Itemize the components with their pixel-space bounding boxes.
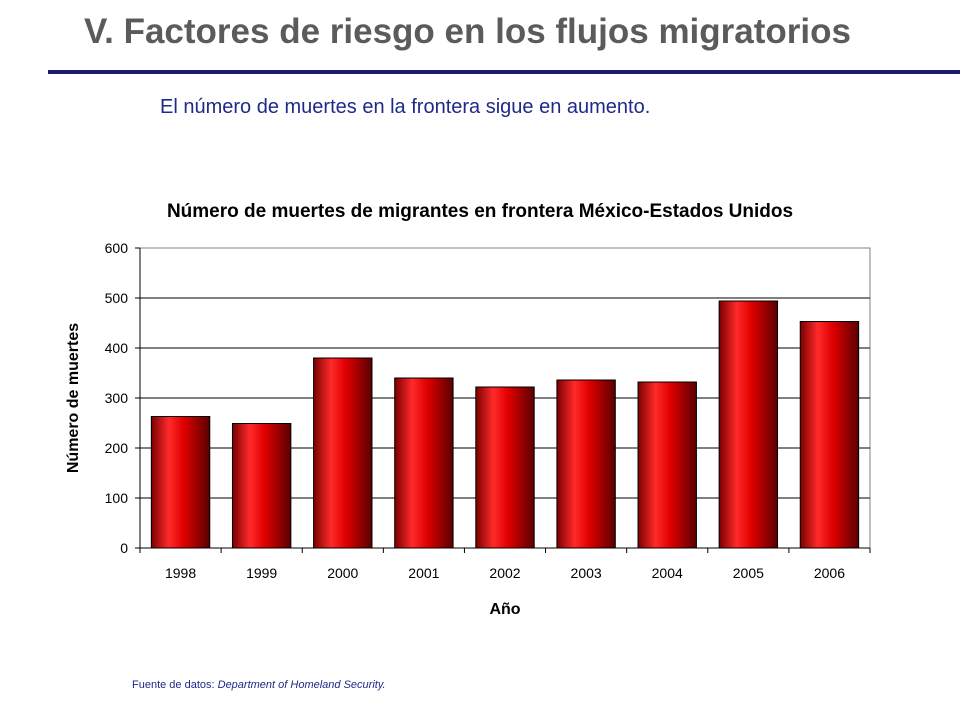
bar-2005 bbox=[718, 300, 779, 549]
bar-1999 bbox=[231, 423, 292, 549]
y-axis-label: Número de muertes bbox=[65, 323, 82, 473]
x-tick-label: 2001 bbox=[408, 565, 439, 581]
y-tick-label: 200 bbox=[105, 440, 129, 456]
title-divider bbox=[48, 70, 960, 74]
x-tick-label: 2005 bbox=[733, 565, 764, 581]
bar-2004 bbox=[637, 381, 697, 549]
slide-title: V. Factores de riesgo en los flujos migr… bbox=[84, 12, 851, 51]
bar-2000 bbox=[313, 357, 373, 549]
source-prefix: Fuente de datos: bbox=[132, 679, 218, 691]
y-tick-label: 300 bbox=[105, 390, 129, 406]
y-tick-label: 400 bbox=[105, 340, 129, 356]
y-tick-label: 100 bbox=[105, 490, 129, 506]
x-tick-label: 1999 bbox=[246, 565, 277, 581]
bar-2001 bbox=[394, 377, 454, 549]
slide-subtitle: El número de muertes en la frontera sigu… bbox=[160, 96, 651, 118]
x-tick-labels: 1998 1999 2000 2001 2002 2003 2004 2005 2006 bbox=[139, 548, 871, 581]
bars bbox=[150, 300, 860, 549]
bar-2006 bbox=[799, 321, 860, 549]
bar-1998 bbox=[150, 416, 211, 549]
y-tick-label: 0 bbox=[120, 540, 128, 556]
y-tick-label: 600 bbox=[105, 240, 129, 256]
x-tick-label: 2002 bbox=[489, 565, 520, 581]
bar-2003 bbox=[556, 379, 616, 549]
x-tick-label: 2004 bbox=[652, 565, 683, 581]
x-tick-label: 2003 bbox=[571, 565, 602, 581]
x-tick-label: 2000 bbox=[327, 565, 358, 581]
chart-title: Número de muertes de migrantes en fronte… bbox=[167, 201, 793, 222]
x-tick-label: 2006 bbox=[814, 565, 845, 581]
y-tick-labels: 0 100 200 300 400 500 600 bbox=[105, 240, 129, 556]
y-tick-label: 500 bbox=[105, 290, 129, 306]
data-source-note: Fuente de datos: Department of Homeland … bbox=[132, 679, 386, 691]
x-axis-label: Año bbox=[489, 601, 520, 618]
source-name: Department of Homeland Security. bbox=[217, 679, 386, 691]
bar-2002 bbox=[475, 386, 535, 549]
x-tick-label: 1998 bbox=[165, 565, 196, 581]
